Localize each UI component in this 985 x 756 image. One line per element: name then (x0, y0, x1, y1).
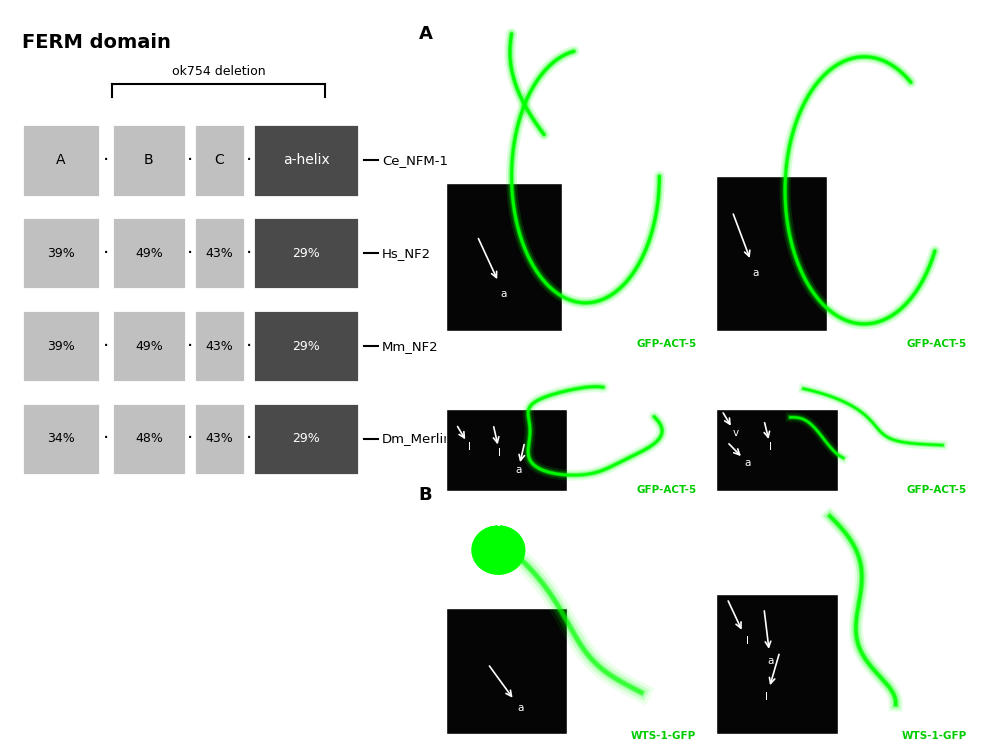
Text: 34%: 34% (47, 432, 75, 445)
Text: ·: · (102, 243, 109, 262)
Text: l: l (769, 442, 772, 452)
Text: B: B (144, 153, 154, 167)
Bar (716, 176, 827, 331)
Text: 29%: 29% (293, 246, 320, 259)
Text: nfm-1: nfm-1 (722, 22, 758, 35)
Text: Hs_NF2: Hs_NF2 (382, 246, 431, 259)
Text: ·: · (186, 336, 193, 355)
Bar (445, 184, 561, 331)
Bar (599, 155, 657, 254)
FancyBboxPatch shape (22, 310, 99, 383)
FancyBboxPatch shape (253, 310, 360, 383)
Text: a: a (745, 458, 751, 468)
Text: GFP-ACT-5: GFP-ACT-5 (907, 339, 967, 349)
FancyBboxPatch shape (253, 124, 360, 197)
FancyBboxPatch shape (194, 217, 245, 290)
Text: a: a (500, 289, 507, 299)
Text: GFP-ACT-5: GFP-ACT-5 (636, 485, 696, 495)
Bar (567, 400, 641, 451)
Text: 43%: 43% (206, 339, 233, 352)
Text: nfm-1: nfm-1 (722, 368, 758, 381)
Text: a: a (517, 703, 523, 713)
Text: GFP-ACT-5: GFP-ACT-5 (636, 339, 696, 349)
Bar (445, 409, 567, 491)
Text: ·: · (186, 243, 193, 262)
FancyBboxPatch shape (253, 217, 360, 290)
Text: FERM domain: FERM domain (22, 33, 171, 52)
Bar (716, 409, 838, 491)
Text: A: A (419, 25, 432, 43)
Text: A: A (56, 153, 66, 167)
FancyBboxPatch shape (22, 403, 99, 476)
Text: 49%: 49% (135, 246, 163, 259)
Text: ·: · (186, 429, 193, 448)
Text: a-helix: a-helix (283, 153, 330, 167)
Text: Mm_NF2: Mm_NF2 (382, 339, 438, 352)
Text: ·: · (102, 336, 109, 355)
Text: nfm-1: nfm-1 (722, 516, 758, 529)
Text: l: l (746, 637, 749, 646)
Text: 39%: 39% (47, 246, 75, 259)
Bar (856, 155, 925, 261)
Circle shape (472, 526, 525, 575)
Text: v: v (732, 429, 739, 438)
Text: ·: · (246, 336, 252, 355)
Text: ·: · (246, 429, 252, 448)
Text: WTS-1-GFP: WTS-1-GFP (631, 731, 696, 741)
Text: ·: · (102, 150, 109, 170)
FancyBboxPatch shape (194, 124, 245, 197)
Text: ·: · (246, 243, 252, 262)
Text: nfm-1: nfm-1 (451, 368, 488, 381)
FancyBboxPatch shape (194, 310, 245, 383)
Text: ok754 deletion: ok754 deletion (171, 65, 265, 79)
FancyBboxPatch shape (253, 403, 360, 476)
Text: ·: · (102, 429, 109, 448)
Bar (445, 608, 567, 734)
Text: Ce_NFM-1: Ce_NFM-1 (382, 153, 448, 167)
Text: a: a (515, 466, 521, 476)
FancyBboxPatch shape (112, 124, 185, 197)
Text: ·: · (186, 150, 193, 170)
Text: l: l (765, 692, 768, 702)
Text: 49%: 49% (135, 339, 163, 352)
FancyBboxPatch shape (22, 124, 99, 197)
FancyBboxPatch shape (22, 217, 99, 290)
Text: a: a (767, 656, 773, 666)
Text: l: l (498, 448, 501, 457)
Text: 48%: 48% (135, 432, 163, 445)
Text: ·: · (246, 150, 252, 170)
Text: 43%: 43% (206, 432, 233, 445)
Text: Control: Control (451, 22, 502, 35)
Text: C: C (215, 153, 225, 167)
FancyBboxPatch shape (112, 217, 185, 290)
Bar (716, 593, 838, 734)
Text: GFP-ACT-5: GFP-ACT-5 (907, 485, 967, 495)
Text: Control: Control (451, 516, 502, 529)
Text: B: B (419, 486, 432, 504)
FancyBboxPatch shape (112, 403, 185, 476)
Bar (572, 587, 646, 664)
Text: Dm_Merlin: Dm_Merlin (382, 432, 452, 445)
FancyBboxPatch shape (112, 310, 185, 383)
Text: l: l (468, 442, 471, 452)
Text: 29%: 29% (293, 339, 320, 352)
Text: 29%: 29% (293, 432, 320, 445)
Text: 39%: 39% (47, 339, 75, 352)
Bar (870, 404, 933, 455)
Text: WTS-1-GFP: WTS-1-GFP (902, 731, 967, 741)
Bar (864, 569, 922, 676)
Text: 43%: 43% (206, 246, 233, 259)
FancyBboxPatch shape (194, 403, 245, 476)
Text: a: a (753, 268, 758, 278)
